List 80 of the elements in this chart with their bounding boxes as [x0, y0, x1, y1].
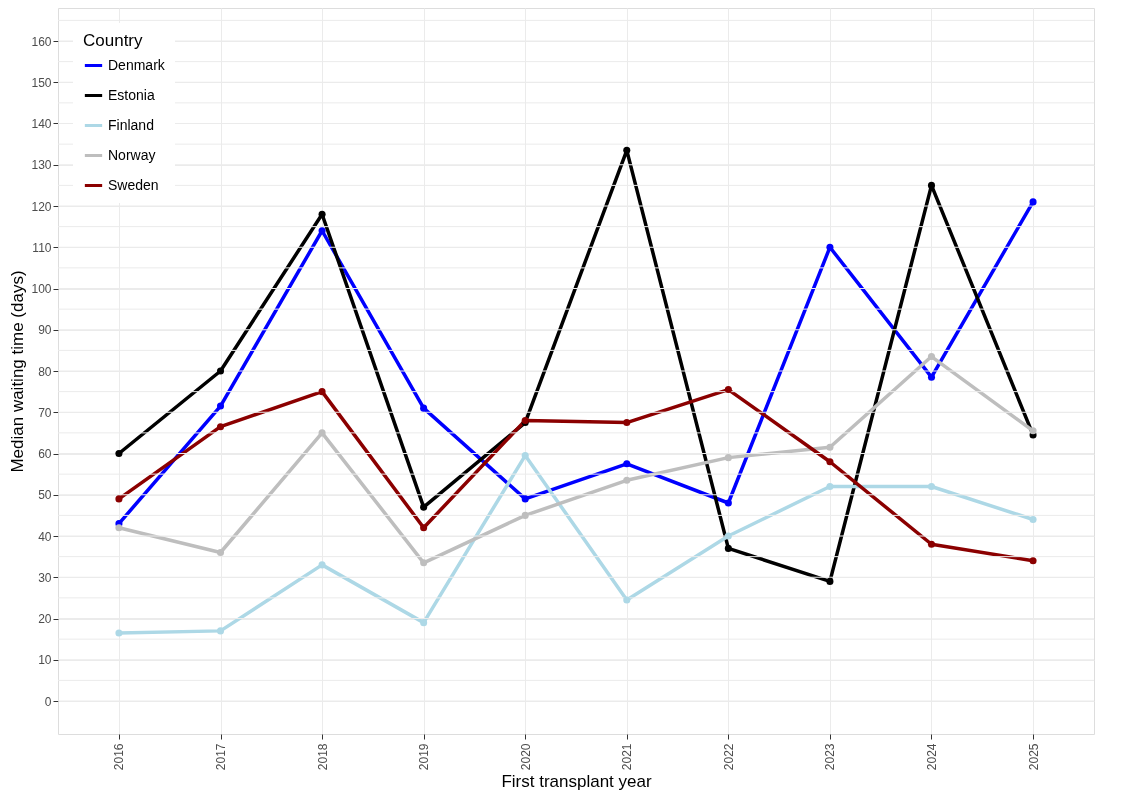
point	[724, 386, 732, 394]
point	[115, 629, 123, 637]
x-tick-label: 2016	[112, 743, 127, 771]
legend-label: Norway	[108, 146, 156, 163]
point	[318, 561, 326, 569]
point	[927, 482, 936, 491]
point	[927, 373, 936, 381]
y-tick-label: 30	[38, 570, 52, 585]
point	[216, 402, 225, 410]
x-tick-label: 2024	[924, 743, 939, 771]
y-tick-label: 150	[31, 75, 52, 90]
y-tick-label: 20	[38, 612, 52, 626]
point	[216, 627, 225, 635]
point	[420, 503, 428, 511]
point	[826, 443, 834, 451]
point	[724, 499, 732, 507]
x-tick-label: 2020	[518, 743, 533, 771]
x-tick-label: 2021	[620, 743, 635, 771]
y-tick-label: 110	[32, 240, 52, 255]
point	[318, 429, 326, 437]
legend-label: Estonia	[108, 86, 155, 103]
point	[420, 404, 428, 412]
y-tick-label: 80	[38, 364, 52, 379]
y-tick-label: 60	[38, 447, 52, 461]
point	[826, 482, 834, 491]
point	[521, 495, 529, 503]
point	[420, 559, 428, 567]
point	[420, 619, 428, 627]
point	[318, 388, 326, 396]
point	[826, 577, 834, 585]
y-axis-title: Median waiting time (days)	[8, 270, 28, 473]
y-tick-label: 0	[44, 694, 52, 709]
point	[318, 210, 326, 218]
point	[216, 423, 225, 431]
point	[623, 476, 631, 484]
point	[826, 243, 834, 251]
point	[420, 524, 428, 532]
legend-label: Denmark	[108, 56, 166, 73]
point	[623, 146, 631, 154]
point	[1029, 198, 1037, 206]
point	[927, 353, 936, 361]
point	[927, 540, 936, 548]
y-tick-label: 140	[31, 117, 52, 131]
point	[623, 419, 631, 427]
point	[724, 532, 732, 540]
point	[724, 544, 732, 552]
y-tick-label: 70	[38, 405, 52, 420]
point	[623, 460, 631, 468]
y-tick-label: 120	[31, 199, 52, 214]
point	[1029, 515, 1037, 524]
point	[115, 524, 123, 532]
x-tick-label: 2019	[417, 743, 432, 771]
y-tick-label: 100	[31, 282, 52, 296]
point	[216, 548, 225, 557]
legend-title: Country	[83, 31, 144, 50]
x-tick-label: 2018	[315, 743, 330, 771]
x-tick-label: 2025	[1026, 743, 1041, 771]
point	[115, 495, 123, 503]
point	[521, 511, 529, 519]
y-tick-label: 90	[38, 323, 52, 338]
x-tick-label: 2017	[214, 743, 229, 771]
x-axis-title: First transplant year	[501, 772, 652, 792]
y-tick-label: 160	[31, 34, 52, 49]
point	[826, 458, 834, 466]
y-tick-label: 40	[38, 529, 52, 544]
point	[1029, 557, 1037, 565]
legend-label: Sweden	[108, 176, 159, 193]
y-tick-label: 10	[38, 653, 52, 668]
point	[724, 454, 732, 462]
x-tick-label: 2023	[823, 743, 838, 771]
y-tick-label: 130	[31, 158, 52, 173]
point	[1029, 427, 1037, 435]
legend-label: Finland	[108, 116, 154, 133]
x-tick-label: 2022	[721, 743, 736, 771]
point	[623, 596, 631, 604]
point	[927, 181, 936, 189]
y-tick-label: 50	[38, 488, 52, 503]
point	[318, 227, 326, 235]
point	[115, 449, 123, 458]
point	[216, 367, 225, 375]
